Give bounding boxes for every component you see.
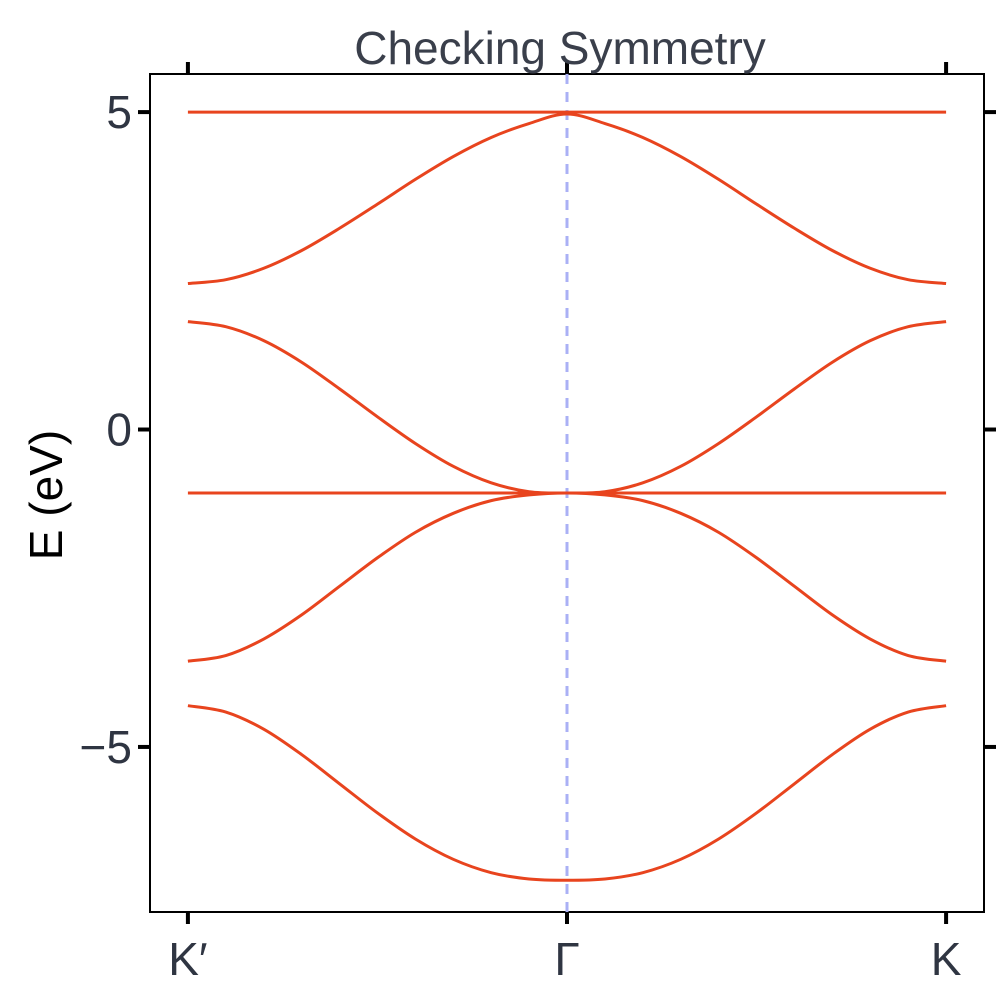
x-tick-label-2: K bbox=[931, 933, 962, 985]
x-tick-label-0: K′ bbox=[168, 933, 207, 985]
y-axis-label: E (eV) bbox=[20, 430, 72, 560]
series-group bbox=[187, 110, 947, 882]
band-line-2 bbox=[187, 112, 947, 285]
y-tick-label-2: −5 bbox=[80, 721, 132, 773]
band-line-6 bbox=[187, 704, 947, 882]
chart-title: Checking Symmetry bbox=[354, 22, 766, 74]
band-line-5 bbox=[187, 491, 947, 663]
ticks-group: K′ Γ K 5 0 −5 bbox=[80, 62, 996, 985]
x-tick-label-1: Γ bbox=[554, 933, 579, 985]
y-tick-label-0: 5 bbox=[106, 86, 132, 138]
y-tick-label-1: 0 bbox=[106, 404, 132, 456]
